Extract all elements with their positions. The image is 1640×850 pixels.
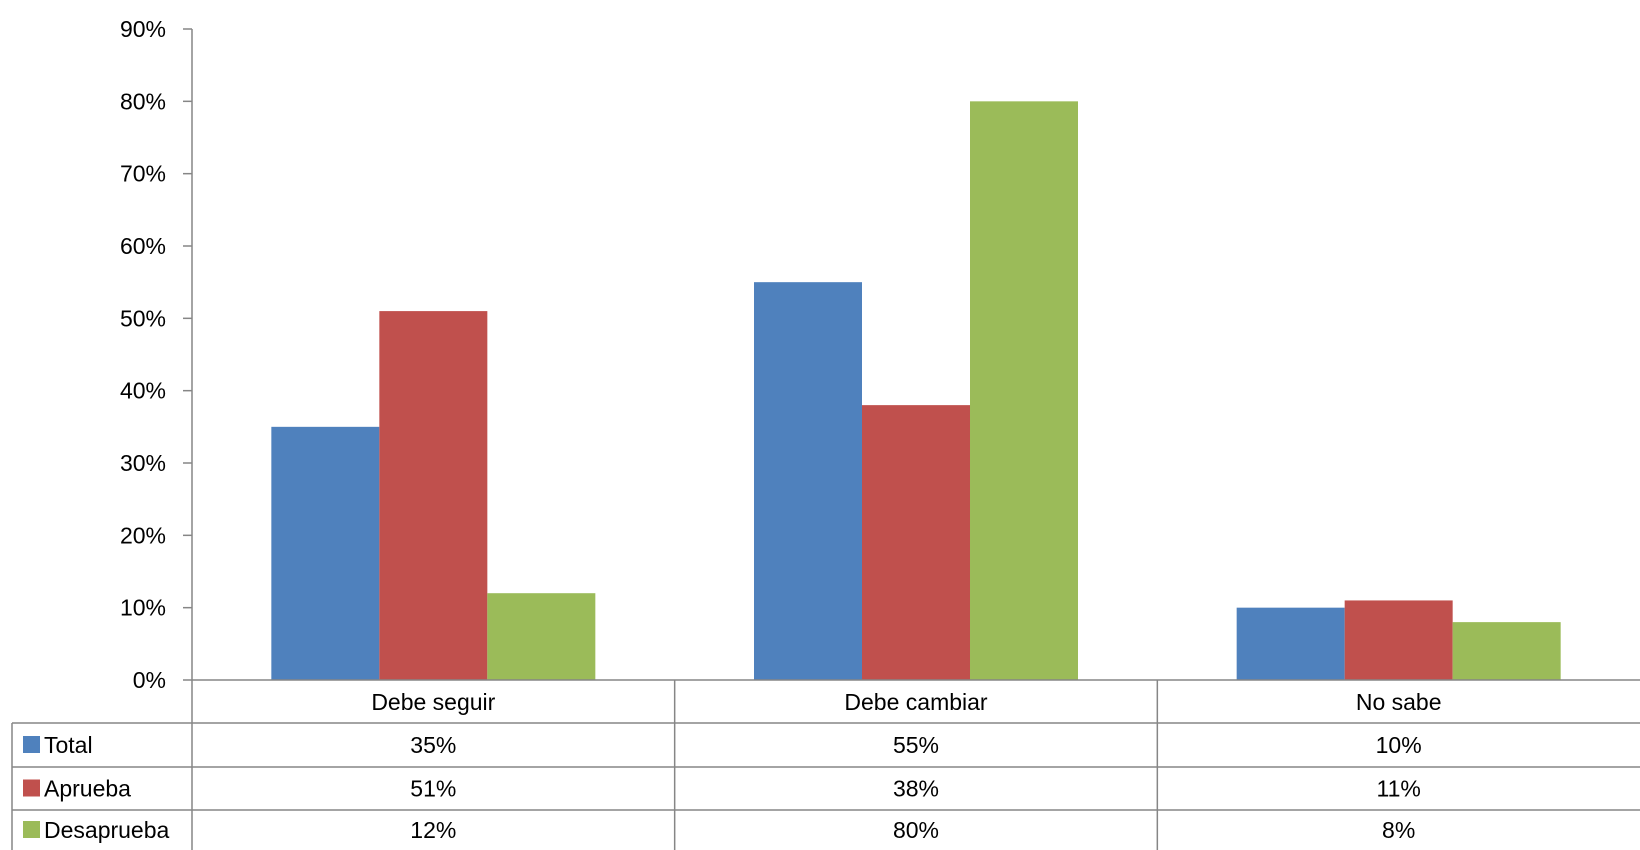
legend-key-desaprueba	[23, 821, 40, 838]
y-tick-label: 30%	[120, 450, 166, 476]
table-value: 51%	[410, 776, 456, 802]
bar-aprueba-1	[862, 405, 970, 680]
y-tick-label: 80%	[120, 88, 166, 114]
table-value: 11%	[1377, 776, 1421, 802]
data-table: Debe seguir Debe cambiar No sabe Total 35% 55…	[12, 680, 1640, 850]
table-value: 10%	[1376, 732, 1422, 758]
bar-aprueba-0	[379, 311, 487, 680]
bar-desaprueba-1	[970, 101, 1078, 680]
bar-desaprueba-2	[1453, 622, 1561, 680]
table-value: 38%	[893, 776, 939, 802]
table-value: 80%	[893, 817, 939, 843]
legend-label-desaprueba: Desaprueba	[44, 817, 170, 843]
y-tick-label: 10%	[120, 595, 166, 621]
y-tick-label: 60%	[120, 233, 166, 259]
x-category-label: Debe seguir	[371, 689, 495, 715]
legend-label-total: Total	[44, 732, 93, 758]
bars	[271, 101, 1560, 680]
bar-total-2	[1237, 608, 1345, 680]
table-value: 35%	[410, 732, 456, 758]
y-tick-label: 50%	[120, 305, 166, 331]
x-category-label: Debe cambiar	[844, 689, 988, 715]
y-tick-label: 0%	[133, 667, 166, 693]
table-value: 55%	[893, 732, 939, 758]
legend-key-aprueba	[23, 780, 40, 797]
y-tick-label: 20%	[120, 522, 166, 548]
y-tick-label: 40%	[120, 378, 166, 404]
bar-aprueba-2	[1345, 600, 1453, 680]
bar-total-1	[754, 282, 862, 680]
x-category-label: No sabe	[1356, 689, 1442, 715]
legend-label-aprueba: Aprueba	[44, 776, 131, 802]
legend-key-total	[23, 736, 40, 753]
y-tick-label: 90%	[120, 16, 166, 42]
table-value: 8%	[1382, 817, 1415, 843]
bar-desaprueba-0	[487, 593, 595, 680]
y-tick-label: 70%	[120, 161, 166, 187]
table-value: 12%	[410, 817, 456, 843]
y-axis: 0% 10% 20% 30% 40% 50% 60% 70% 80% 90%	[120, 16, 192, 693]
bar-total-0	[271, 427, 379, 680]
